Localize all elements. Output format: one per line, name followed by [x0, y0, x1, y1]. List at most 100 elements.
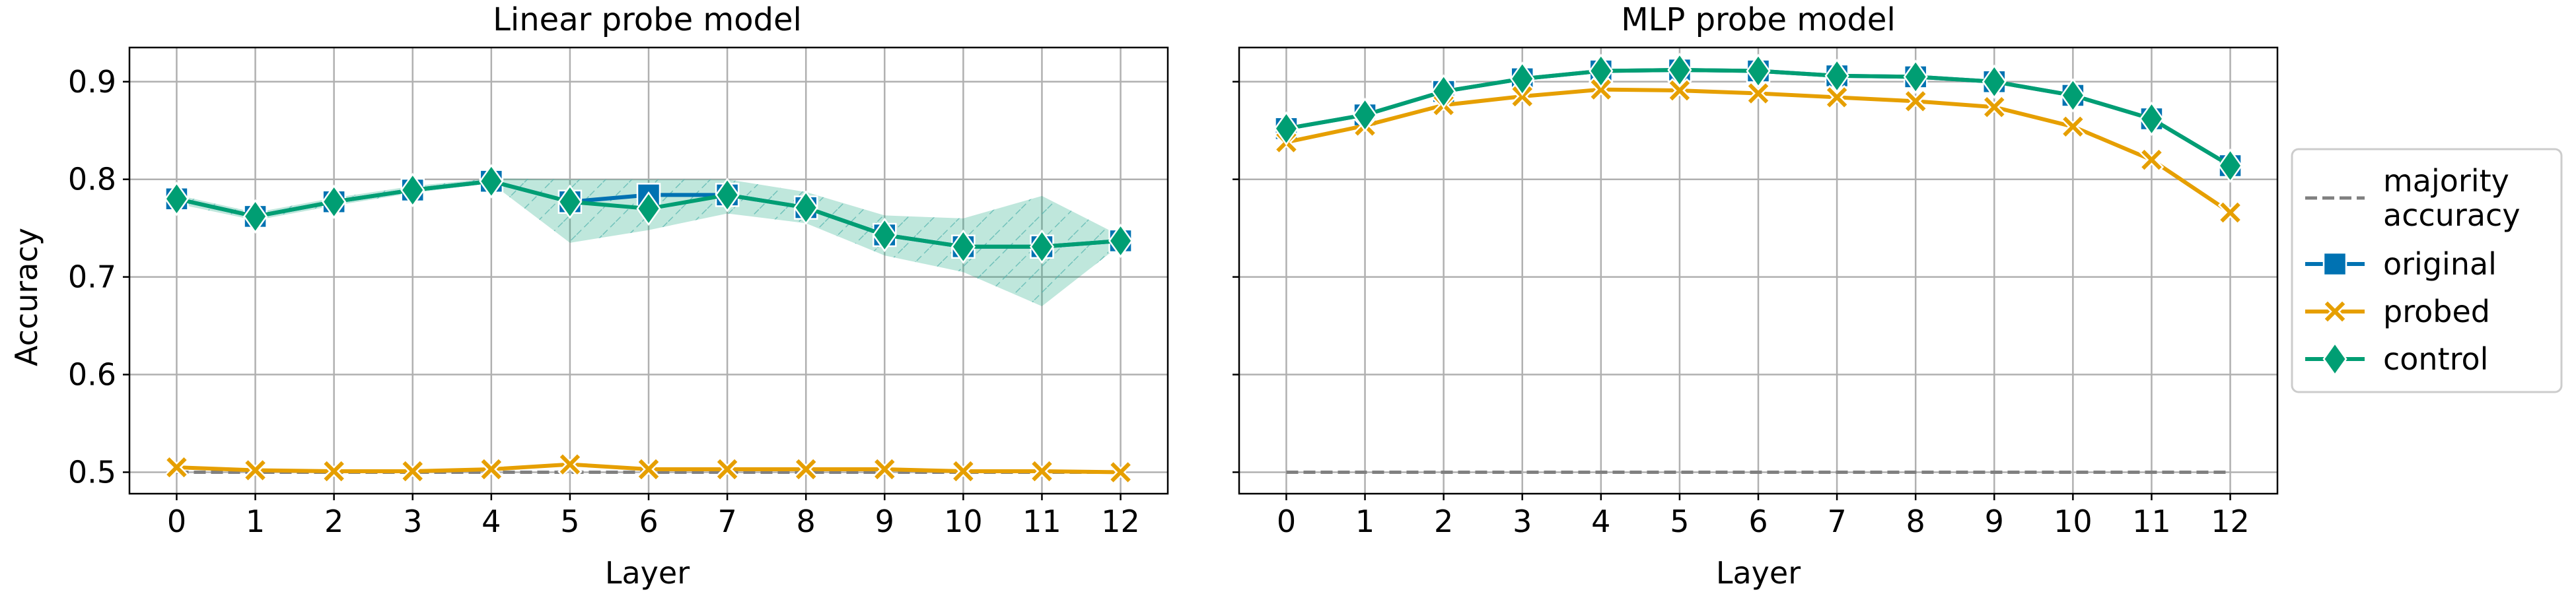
legend-frame: [2291, 148, 2563, 393]
x-tick-label: 6: [639, 504, 658, 539]
x-tick-label: 1: [1355, 504, 1375, 539]
legend-label-majority-accuracy: accuracy: [2383, 197, 2521, 233]
legend-item-control: control: [2305, 341, 2488, 377]
point-control: [243, 199, 268, 234]
x-tick-label: 12: [1101, 504, 1140, 539]
point-probed: [321, 459, 347, 484]
point-probed: [2139, 147, 2165, 172]
point-control: [164, 182, 189, 216]
legend-label-majority-accuracy: majority: [2383, 163, 2509, 199]
series-probed: [164, 451, 1133, 485]
point-probed: [950, 459, 976, 484]
x-ticks: 0 1 2 3 4 5 6 7 8 9 10 11 12: [167, 494, 1140, 539]
point-control: [400, 172, 425, 208]
point-control: [557, 184, 583, 219]
y-tick-label: 0.7: [68, 259, 116, 295]
x-tick-label: 0: [167, 504, 186, 539]
legend-marker-probed: [2322, 299, 2347, 324]
x-tick-label: 9: [875, 504, 894, 539]
x-tick-label: 4: [482, 504, 501, 539]
series-control: [164, 164, 1133, 264]
point-probed: [715, 457, 740, 482]
legend-label-probed: probed: [2383, 294, 2490, 329]
y-tick-label: 0.5: [68, 454, 116, 490]
point-probed: [479, 457, 504, 482]
y-ticks: 0.5 0.6 0.7 0.8 0.9: [68, 64, 129, 490]
point-probed: [1824, 84, 1849, 110]
y-ticks: [1233, 81, 1239, 473]
point-control: [1431, 74, 1456, 109]
point-probed: [242, 457, 268, 483]
x-tick-label: 12: [2211, 504, 2250, 539]
point-probed: [793, 457, 818, 482]
point-control: [950, 229, 976, 264]
x-tick-label: 8: [797, 504, 816, 539]
mlp-probe-panel: MLP probe model Layer 0 1 2 3 4 5 6 7 8 9 10 11 12: [1233, 1, 2279, 591]
point-control: [479, 164, 504, 199]
x-tick-label: 11: [1022, 504, 1061, 539]
point-control: [1510, 61, 1535, 96]
point-probed: [1589, 77, 1614, 102]
point-control: [636, 191, 661, 226]
x-tick-label: 5: [1670, 504, 1689, 539]
series-control: [1273, 52, 2243, 183]
point-probed: [2060, 114, 2086, 139]
point-probed: [557, 451, 583, 477]
point-control: [1108, 223, 1133, 259]
x-tick-label: 7: [1827, 504, 1846, 539]
point-control: [1273, 111, 1299, 146]
x-tick-label: 4: [1591, 504, 1610, 539]
point-probed: [164, 455, 190, 480]
point-probed: [1746, 81, 1771, 106]
x-tick-label: 3: [1513, 504, 1532, 539]
x-axis-title-linear: Layer: [605, 555, 690, 591]
legend-marker-control: [2322, 341, 2347, 377]
y-axis-title: Accuracy: [9, 228, 44, 366]
point-control: [322, 184, 347, 219]
point-control: [1029, 229, 1054, 264]
legend-label-original: original: [2383, 246, 2497, 282]
y-tick-label: 0.8: [68, 162, 116, 197]
point-control: [1746, 53, 1771, 88]
x-tick-label: 0: [1277, 504, 1296, 539]
point-probed: [1982, 94, 2007, 119]
x-tick-label: 10: [2054, 504, 2093, 539]
point-probed: [872, 457, 898, 482]
point-probed: [1108, 459, 1133, 485]
point-probed: [400, 459, 425, 484]
point-probed: [1029, 459, 1055, 484]
x-tick-label: 2: [324, 504, 343, 539]
point-control: [1667, 52, 1692, 88]
x-tick-label: 11: [2132, 504, 2171, 539]
legend-marker-original: [2322, 251, 2347, 277]
point-control: [2060, 78, 2085, 113]
grid-lines: [1239, 48, 2277, 494]
point-probed: [2217, 200, 2243, 225]
point-probed: [636, 457, 661, 482]
x-axis-title-mlp: Layer: [1716, 555, 1801, 591]
legend-item-original: original: [2305, 246, 2497, 282]
x-tick-label: 9: [1985, 504, 2004, 539]
y-tick-label: 0.6: [68, 357, 116, 393]
point-control: [1824, 58, 1849, 94]
x-tick-label: 3: [403, 504, 422, 539]
panel-title-mlp: MLP probe model: [1621, 1, 1896, 38]
point-control: [1903, 59, 1928, 94]
x-tick-label: 7: [717, 504, 736, 539]
point-control: [715, 178, 740, 213]
point-control: [1589, 53, 1614, 88]
point-control: [1982, 64, 2007, 99]
point-control: [2218, 148, 2243, 183]
x-tick-label: 8: [1906, 504, 1925, 539]
x-ticks: 0 1 2 3 4 5 6 7 8 9 10 11 12: [1277, 494, 2250, 539]
panel-title-linear: Linear probe model: [493, 1, 802, 38]
point-probed: [1903, 88, 1928, 114]
y-tick-label: 0.9: [68, 64, 116, 100]
point-control: [872, 217, 897, 253]
legend-item-probed: probed: [2305, 294, 2490, 329]
x-tick-label: 5: [560, 504, 579, 539]
